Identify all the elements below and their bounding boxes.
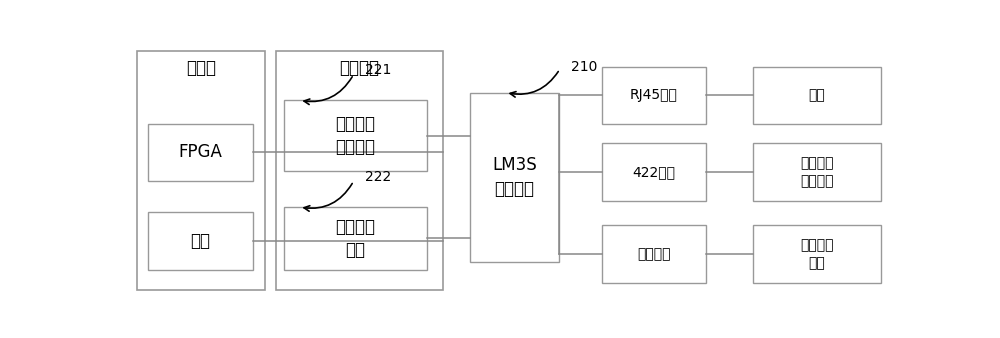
Bar: [137, 51, 264, 290]
Text: 控制接口: 控制接口: [339, 59, 379, 77]
Text: RJ45接口: RJ45接口: [630, 88, 678, 102]
Text: 网络: 网络: [808, 88, 825, 102]
Text: 射频: 射频: [191, 232, 211, 250]
Bar: [602, 225, 706, 283]
Bar: [753, 67, 881, 124]
Text: 210: 210: [571, 59, 598, 74]
Bar: [148, 212, 253, 270]
Text: 数字处理
控制接口: 数字处理 控制接口: [336, 115, 376, 156]
Text: FPGA: FPGA: [179, 143, 222, 162]
Text: 激励器集
中控制器: 激励器集 中控制器: [800, 156, 833, 188]
Bar: [148, 124, 253, 181]
Bar: [753, 143, 881, 201]
Text: 221: 221: [365, 64, 392, 77]
Text: 422接口: 422接口: [632, 165, 675, 179]
Bar: [470, 93, 559, 262]
Bar: [284, 100, 427, 171]
Text: LM3S
控制芯片: LM3S 控制芯片: [492, 156, 537, 198]
Text: 激励器: 激励器: [186, 59, 216, 77]
Bar: [602, 143, 706, 201]
Bar: [276, 51, 443, 290]
Text: 222: 222: [365, 170, 392, 184]
Bar: [602, 67, 706, 124]
Bar: [284, 207, 427, 270]
Bar: [753, 225, 881, 283]
Text: 液晶接口: 液晶接口: [637, 247, 671, 261]
Text: 液晶显示
面板: 液晶显示 面板: [800, 238, 833, 270]
Text: 射频控制
接口: 射频控制 接口: [336, 218, 376, 259]
